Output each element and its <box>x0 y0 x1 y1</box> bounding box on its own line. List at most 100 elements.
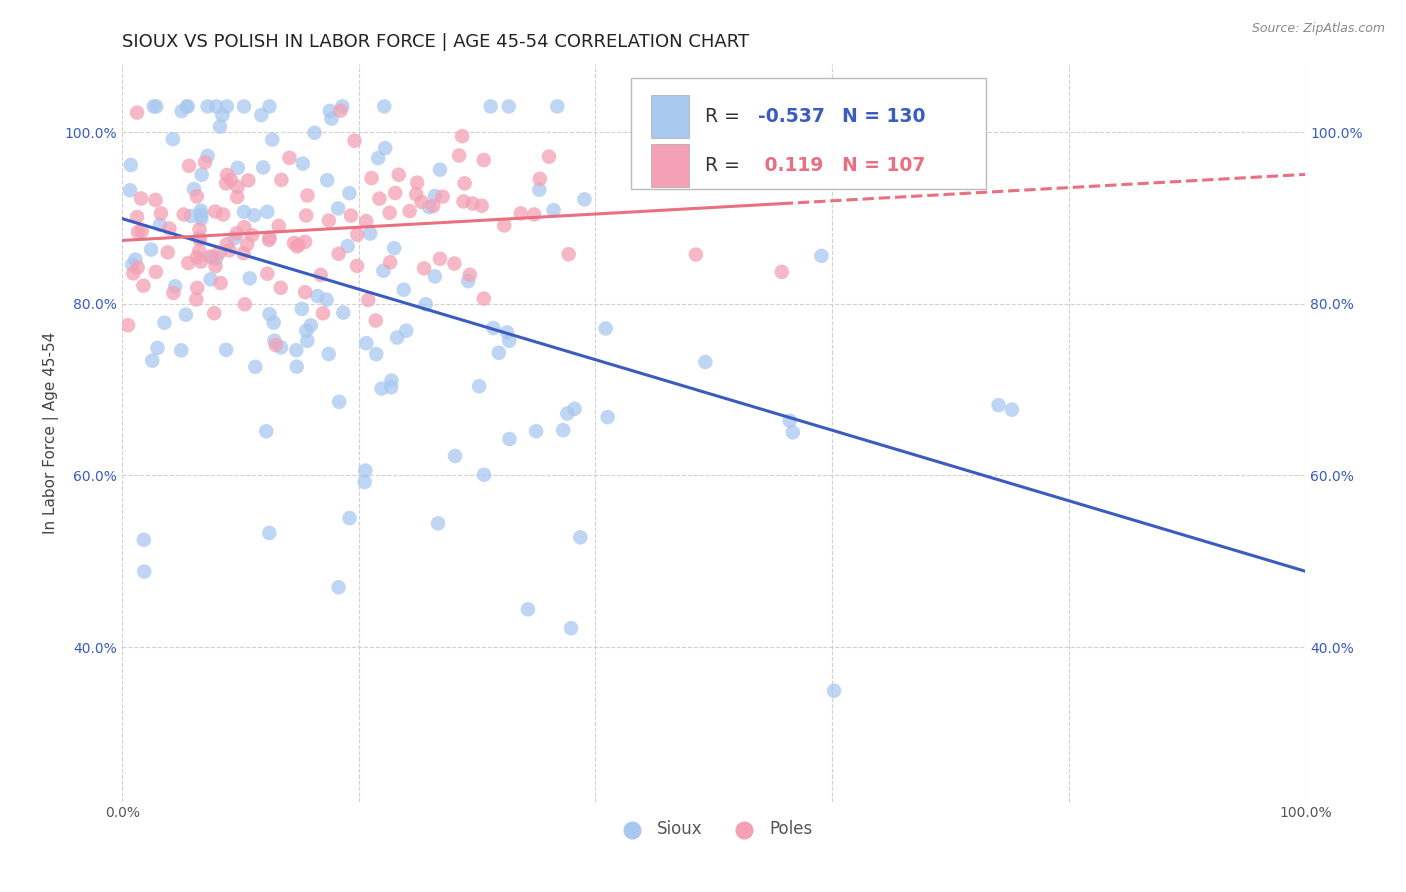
Point <box>209 276 232 290</box>
Point <box>332 305 354 319</box>
Point <box>124 252 146 267</box>
Point <box>132 278 155 293</box>
Point <box>127 225 149 239</box>
Point <box>200 250 222 264</box>
Point <box>226 190 249 204</box>
Point <box>294 285 316 300</box>
Point <box>211 108 233 122</box>
Point <box>245 359 267 374</box>
Point <box>405 187 427 202</box>
Point <box>176 99 198 113</box>
Point <box>226 180 249 194</box>
Point <box>264 338 287 352</box>
Point <box>384 186 406 200</box>
Point <box>262 132 284 146</box>
Point <box>509 206 531 220</box>
Point <box>190 211 212 226</box>
Point <box>354 464 377 478</box>
Point <box>782 425 804 440</box>
Point <box>468 379 491 393</box>
Point <box>120 183 142 197</box>
Point <box>299 318 322 333</box>
FancyBboxPatch shape <box>651 95 689 138</box>
Point <box>177 256 200 270</box>
FancyBboxPatch shape <box>631 78 986 189</box>
Point <box>328 580 350 594</box>
Point <box>200 272 222 286</box>
Point <box>200 250 222 264</box>
Point <box>488 345 510 359</box>
Point <box>218 244 240 258</box>
Point <box>186 250 208 264</box>
Point <box>270 173 292 187</box>
Point <box>307 289 329 303</box>
Point <box>173 207 195 221</box>
Point <box>190 254 212 268</box>
Point <box>212 207 235 221</box>
Point <box>564 401 586 416</box>
Point <box>315 293 337 307</box>
Point <box>259 307 281 321</box>
Point <box>142 99 165 113</box>
Point <box>205 99 228 113</box>
Point <box>183 182 205 196</box>
Point <box>188 244 211 258</box>
Point <box>170 104 193 119</box>
Point <box>423 189 446 203</box>
Point <box>472 153 495 167</box>
Point <box>270 281 292 295</box>
Point <box>291 156 314 170</box>
Point <box>149 218 172 232</box>
Point <box>180 209 202 223</box>
Text: -0.537: -0.537 <box>758 107 824 126</box>
Point <box>177 159 200 173</box>
Point <box>378 255 401 269</box>
Point <box>370 382 392 396</box>
Point <box>457 274 479 288</box>
Point <box>204 204 226 219</box>
Point <box>385 330 408 344</box>
Point <box>204 259 226 273</box>
Point <box>190 168 212 182</box>
Point <box>406 176 429 190</box>
Point <box>120 158 142 172</box>
Point <box>285 343 308 358</box>
Point <box>131 224 153 238</box>
Point <box>132 533 155 547</box>
Text: N = 130: N = 130 <box>842 107 925 126</box>
Point <box>256 204 278 219</box>
Point <box>127 260 149 275</box>
Point <box>357 293 380 307</box>
Point <box>278 151 301 165</box>
Point <box>574 193 596 207</box>
Point <box>596 410 619 425</box>
Point <box>252 161 274 175</box>
Point <box>413 261 436 276</box>
FancyBboxPatch shape <box>651 144 689 186</box>
Point <box>294 235 316 249</box>
Point <box>233 297 256 311</box>
Point <box>157 221 180 235</box>
Point <box>411 194 433 209</box>
Point <box>297 334 319 348</box>
Point <box>444 449 467 463</box>
Point <box>295 209 318 223</box>
Point <box>987 398 1010 412</box>
Point <box>779 414 801 428</box>
Point <box>326 202 349 216</box>
Point <box>685 247 707 261</box>
Point <box>186 189 208 203</box>
Point <box>360 171 382 186</box>
Point <box>356 336 378 351</box>
Point <box>122 266 145 280</box>
Point <box>380 374 402 388</box>
Point <box>225 227 247 241</box>
Point <box>318 347 340 361</box>
Text: Source: ZipAtlas.com: Source: ZipAtlas.com <box>1251 22 1385 36</box>
Point <box>415 297 437 311</box>
Point <box>259 230 281 244</box>
Point <box>165 279 187 293</box>
Point <box>346 259 368 273</box>
Point <box>353 475 375 489</box>
Text: R =: R = <box>706 156 747 175</box>
